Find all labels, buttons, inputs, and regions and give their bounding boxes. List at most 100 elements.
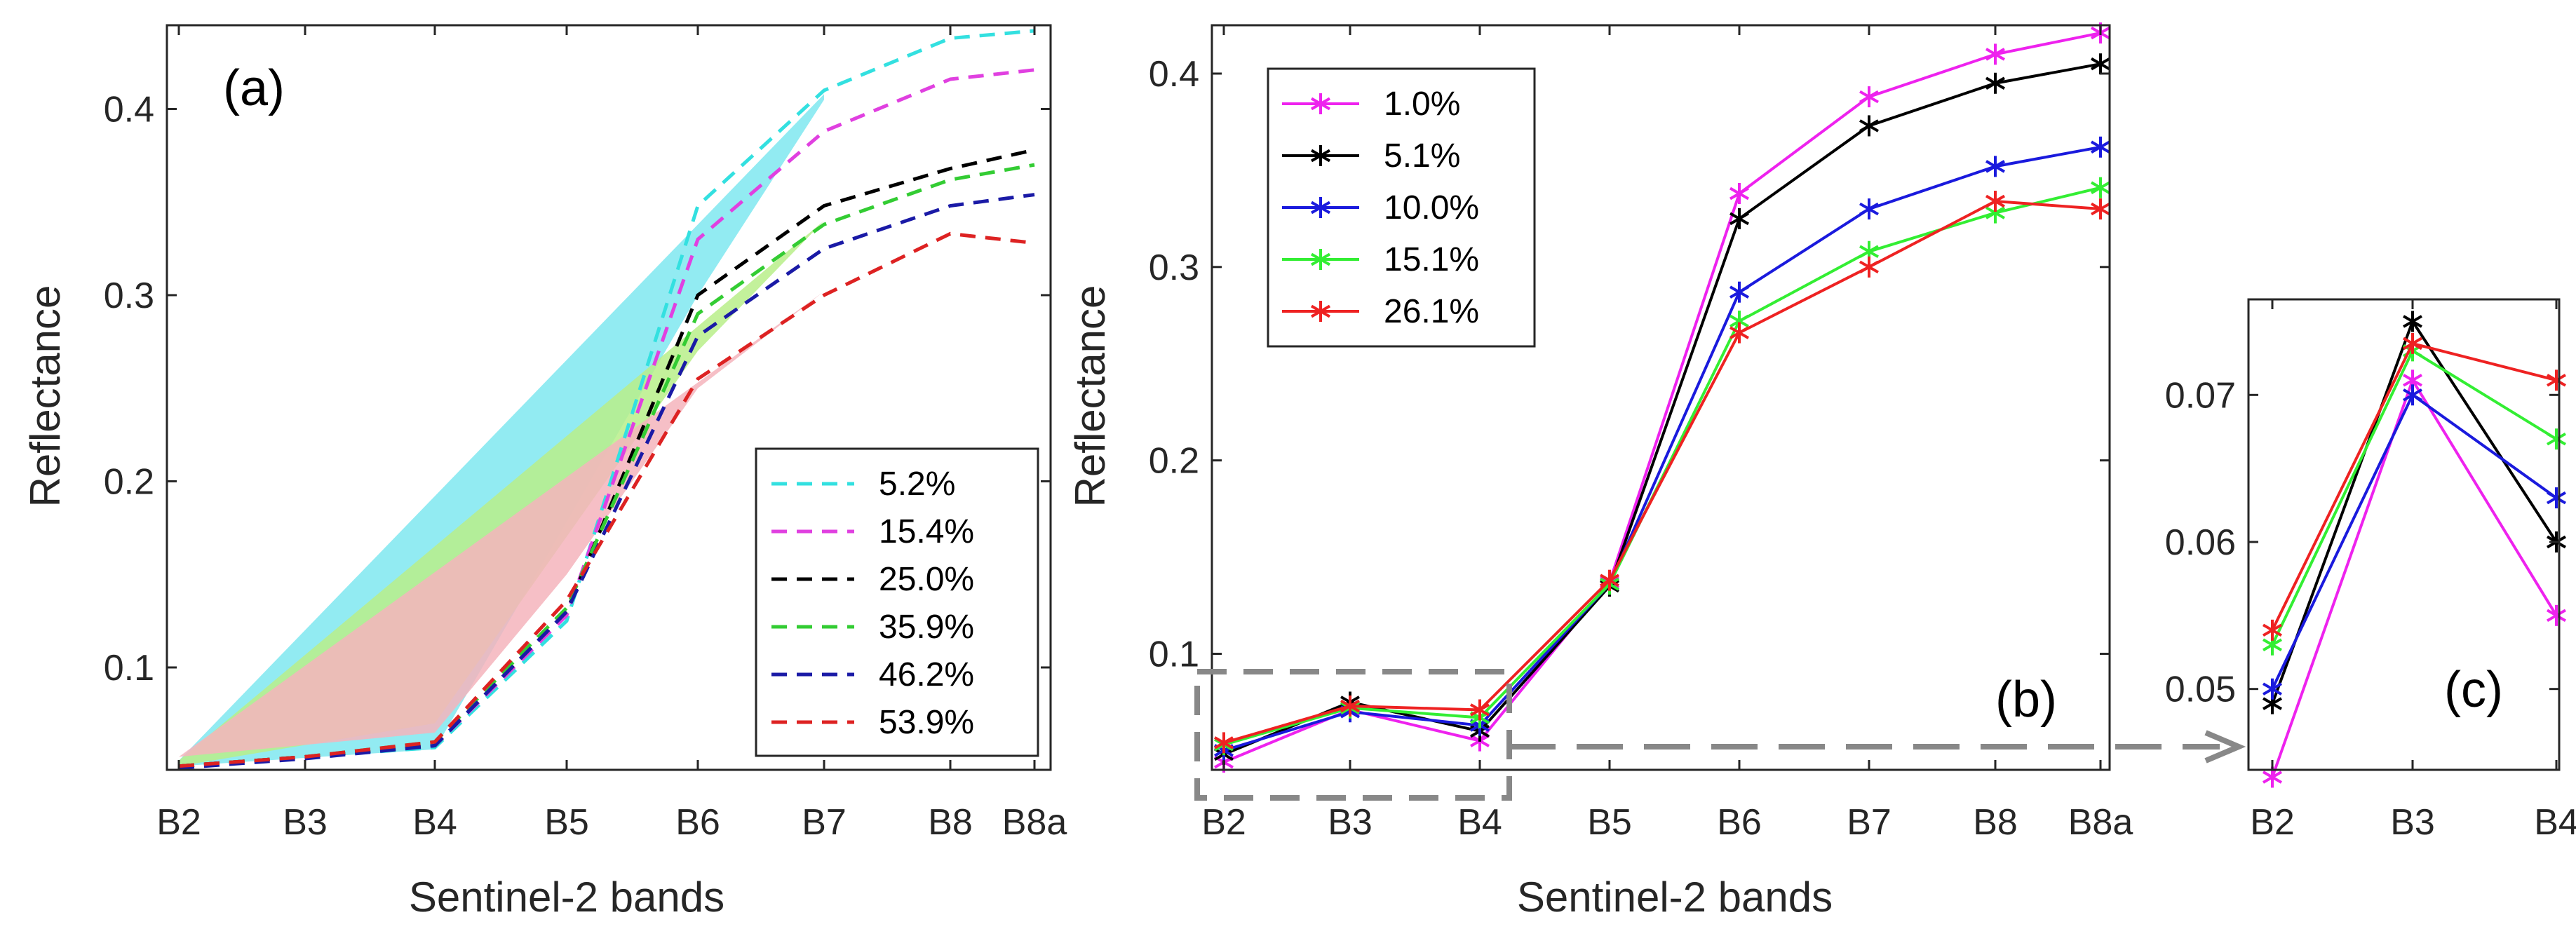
data-point xyxy=(1859,86,1879,108)
c-ticks: 0.05 0.06 0.07 B2 B3 B4 xyxy=(2165,299,2576,843)
legend-entry: 35.9% xyxy=(879,609,974,646)
marker-stroke xyxy=(2263,638,2282,651)
data-point xyxy=(2263,678,2282,700)
marker-stroke xyxy=(2547,432,2566,446)
x-tick-label: B3 xyxy=(2390,802,2435,843)
marker-stroke xyxy=(1340,699,1360,713)
marker-stroke xyxy=(2547,491,2566,505)
legend-entry: 5.2% xyxy=(879,466,955,503)
marker-stroke xyxy=(1859,245,1879,258)
x-tick-label: B2 xyxy=(2250,802,2295,843)
b-legend: 1.0% 5.1% 10.0% 15.1% 26.1% xyxy=(1267,67,1536,348)
x-tick-label: B6 xyxy=(675,802,720,843)
marker-stroke xyxy=(1311,252,1330,266)
data-point xyxy=(1985,72,2005,94)
marker-stroke xyxy=(2091,181,2110,194)
legend-entry: 15.4% xyxy=(879,513,974,550)
marker-stroke xyxy=(1311,149,1330,163)
data-point xyxy=(1859,256,1879,278)
marker-stroke xyxy=(1985,160,2005,173)
marker-stroke xyxy=(2403,337,2422,351)
marker-stroke xyxy=(2547,609,2566,623)
data-point xyxy=(2091,177,2110,198)
x-tick-label: B7 xyxy=(802,802,847,843)
c-axes-frame xyxy=(2247,298,2561,771)
data-point xyxy=(1729,208,1749,229)
data-point xyxy=(1311,93,1330,114)
marker-stroke xyxy=(2263,771,2282,784)
marker-stroke xyxy=(1729,326,1749,339)
chart-panel-a: 0.1 0.2 0.3 0.4 B2 B3 B4 B5 B6 B7 B8 B8a (a) Sentin… xyxy=(22,24,1067,921)
legend-entry: 26.1% xyxy=(1384,293,1479,330)
x-tick-label: B2 xyxy=(1201,802,1246,843)
data-point xyxy=(2403,332,2422,354)
x-tick-label: B5 xyxy=(544,802,589,843)
data-point xyxy=(1859,198,1879,220)
marker-stroke xyxy=(1859,119,1879,133)
a-x-axis-label: Sentinel-2 bands xyxy=(409,874,724,921)
b-axes-frame xyxy=(1211,24,2111,771)
series-line xyxy=(1223,186,2101,747)
marker-stroke xyxy=(1729,186,1749,201)
data-point xyxy=(1729,182,1749,204)
a-axes-frame xyxy=(166,24,1052,771)
x-tick-label: B3 xyxy=(283,802,328,843)
x-tick-label: B7 xyxy=(1847,802,1891,843)
shaded-region xyxy=(179,220,824,766)
legend-entry: 25.0% xyxy=(879,561,974,598)
series-line xyxy=(178,193,1035,770)
a-ticks: 0.1 0.2 0.3 0.4 B2 B3 B4 B5 B6 B7 B8 B8a xyxy=(104,25,1067,843)
marker-stroke xyxy=(1214,736,1234,750)
data-point xyxy=(1985,191,2005,212)
y-tick-label: 0.4 xyxy=(1149,54,1199,95)
y-tick-label: 0.06 xyxy=(2165,522,2236,563)
marker-stroke xyxy=(2091,57,2110,71)
zoom-dashed-box xyxy=(1194,669,1512,801)
series-line xyxy=(178,163,1035,768)
marker-stroke xyxy=(1985,48,2005,61)
x-tick-label: B5 xyxy=(1587,802,1632,843)
data-point xyxy=(1311,145,1330,166)
marker-stroke xyxy=(2263,682,2282,696)
legend-entry: 5.1% xyxy=(1384,137,1460,175)
y-tick-label: 0.2 xyxy=(1149,441,1199,482)
series-line xyxy=(178,68,1035,768)
data-point xyxy=(1985,156,2005,177)
a-y-axis-label: Reflectance xyxy=(22,285,69,508)
y-tick-label: 0.4 xyxy=(104,89,154,130)
data-point xyxy=(1859,115,1879,137)
data-point xyxy=(1729,281,1749,303)
legend-entry: 15.1% xyxy=(1384,241,1479,278)
marker-stroke xyxy=(1470,703,1490,717)
x-tick-label: B3 xyxy=(1328,802,1373,843)
data-point xyxy=(2091,53,2110,75)
marker-stroke xyxy=(1311,304,1330,318)
marker-stroke xyxy=(2403,315,2422,328)
a-legend: 5.2% 15.4% 25.0% 35.9% 46.2% 53.9% xyxy=(755,447,1039,757)
data-point xyxy=(1214,732,1234,754)
chart-panel-b: 0.1 0.2 0.3 0.4 B2 B3 B4 B5 B6 B7 B8 B8a (b) Sentin… xyxy=(1067,22,2246,921)
series-line xyxy=(178,148,1035,768)
x-tick-label: B6 xyxy=(1717,802,1762,843)
data-point xyxy=(2091,136,2110,158)
a-panel-label: (a) xyxy=(223,60,285,116)
b-panel-label: (b) xyxy=(1995,672,2057,728)
data-point xyxy=(1985,43,2005,65)
marker-stroke xyxy=(2403,388,2422,402)
series-line xyxy=(1223,199,2101,745)
x-tick-label: B4 xyxy=(412,802,457,843)
y-tick-label: 0.07 xyxy=(2165,375,2236,416)
y-tick-label: 0.3 xyxy=(1149,247,1199,288)
shaded-region xyxy=(179,94,824,766)
data-point xyxy=(2263,619,2282,641)
data-point xyxy=(2547,604,2566,626)
marker-stroke xyxy=(2091,140,2110,154)
marker-stroke xyxy=(2263,623,2282,637)
b-ticks: 0.1 0.2 0.3 0.4 B2 B3 B4 B5 B6 B7 B8 B8a xyxy=(1149,25,2133,843)
marker-stroke xyxy=(2403,374,2422,387)
legend-box xyxy=(755,447,1039,757)
marker-stroke xyxy=(1729,314,1749,328)
y-tick-label: 0.3 xyxy=(104,276,154,316)
legend-entry: 53.9% xyxy=(879,704,974,741)
